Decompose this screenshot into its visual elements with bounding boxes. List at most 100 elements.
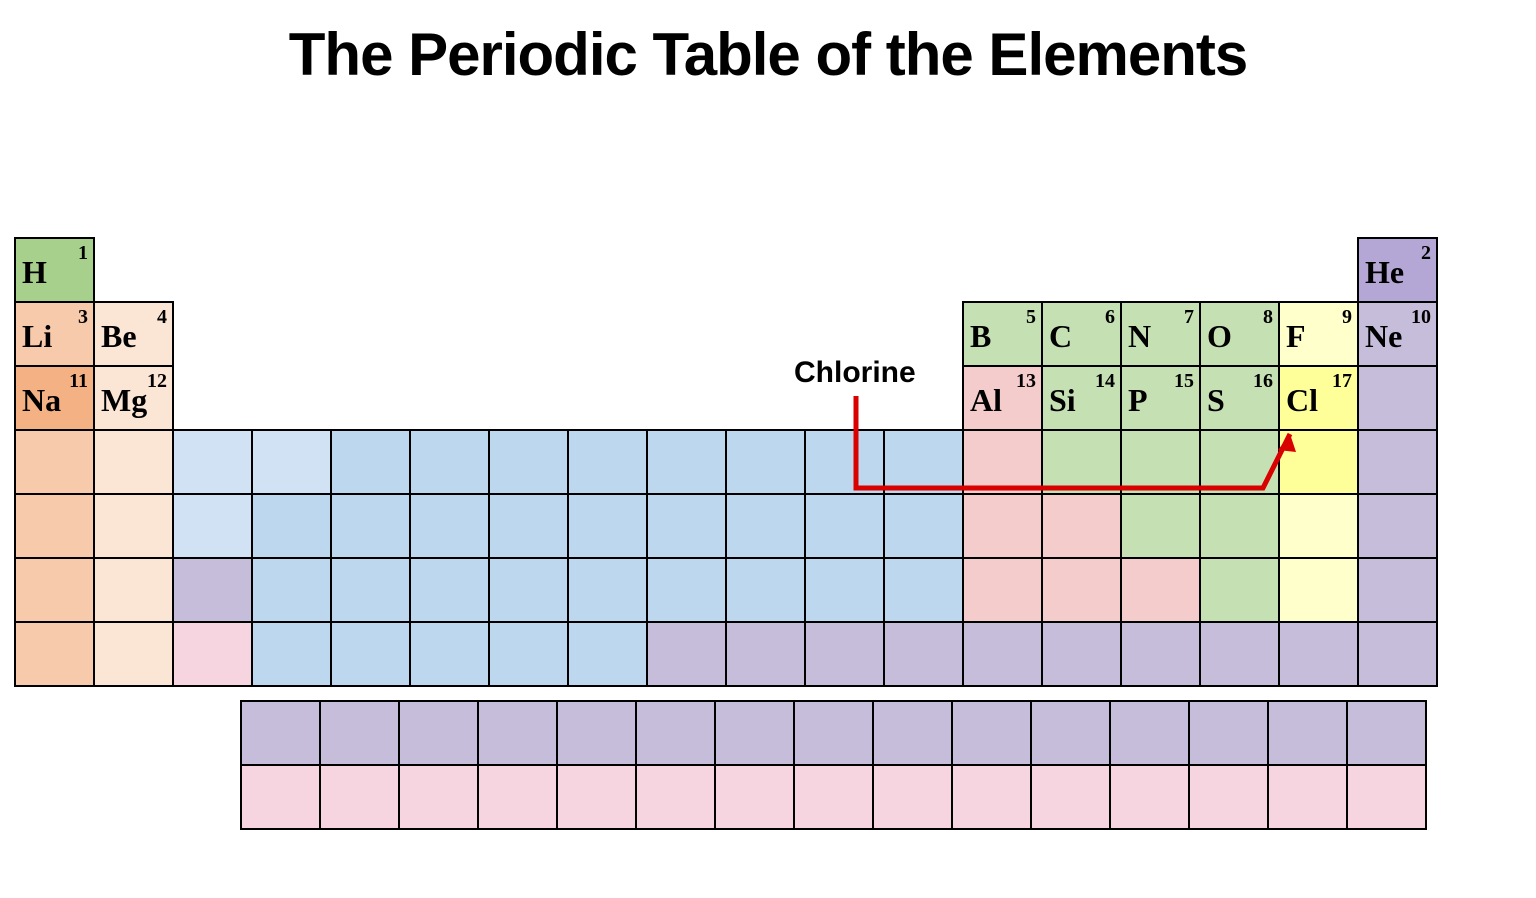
cell [172, 429, 253, 495]
element-He: He 2 [1357, 237, 1438, 303]
cell [251, 621, 332, 687]
cell [1278, 621, 1359, 687]
element-number: 3 [78, 306, 88, 329]
cell [1357, 557, 1438, 623]
cell [488, 493, 569, 559]
element-number: 14 [1095, 370, 1115, 393]
cell [398, 764, 479, 830]
cell [488, 429, 569, 495]
element-symbol: B [970, 318, 991, 355]
cell [962, 621, 1043, 687]
cell [93, 621, 174, 687]
element-symbol: He [1365, 254, 1404, 291]
cell [398, 700, 479, 766]
cell [1030, 764, 1111, 830]
cell [646, 621, 727, 687]
cell [646, 429, 727, 495]
cell [240, 764, 321, 830]
element-Si: Si14 [1041, 365, 1122, 431]
cell [793, 700, 874, 766]
element-number: 8 [1263, 306, 1273, 329]
cell [1357, 365, 1438, 431]
element-Mg: Mg12 [93, 365, 174, 431]
element-number: 9 [1342, 306, 1352, 329]
cell [319, 700, 400, 766]
cell [1267, 764, 1348, 830]
cell [1120, 621, 1201, 687]
cell [556, 764, 637, 830]
cell [872, 764, 953, 830]
cell [172, 493, 253, 559]
cell [1041, 621, 1122, 687]
cell [804, 557, 885, 623]
cell [1199, 557, 1280, 623]
cell [567, 557, 648, 623]
element-symbol: Li [22, 318, 52, 355]
cell [93, 557, 174, 623]
cell [1357, 493, 1438, 559]
cell [409, 557, 490, 623]
element-symbol: Mg [101, 382, 147, 419]
cell [1357, 621, 1438, 687]
cell [14, 493, 95, 559]
cell [477, 700, 558, 766]
element-B: B5 [962, 301, 1043, 367]
cell [330, 493, 411, 559]
cell [962, 557, 1043, 623]
element-Cl: Cl17 [1278, 365, 1359, 431]
element-number: 13 [1016, 370, 1036, 393]
element-N: N7 [1120, 301, 1201, 367]
cell [1346, 764, 1427, 830]
cell [319, 764, 400, 830]
cell [477, 764, 558, 830]
cell [556, 700, 637, 766]
cell [714, 764, 795, 830]
cell [1278, 429, 1359, 495]
cell [14, 429, 95, 495]
cell [646, 557, 727, 623]
cell [646, 493, 727, 559]
element-number: 2 [1421, 242, 1431, 265]
cell [93, 493, 174, 559]
cell [883, 557, 964, 623]
cell [1041, 493, 1122, 559]
cell [725, 557, 806, 623]
element-symbol: H [22, 254, 47, 291]
cell [488, 557, 569, 623]
cell [883, 493, 964, 559]
cell [251, 493, 332, 559]
cell [1120, 493, 1201, 559]
cell [951, 700, 1032, 766]
element-F: F9 [1278, 301, 1359, 367]
cell [804, 493, 885, 559]
cell [1199, 621, 1280, 687]
cell [240, 700, 321, 766]
cell [409, 429, 490, 495]
cell [804, 429, 885, 495]
element-Al: Al 13 [962, 365, 1043, 431]
element-number: 10 [1411, 306, 1431, 329]
element-Be: Be4 [93, 301, 174, 367]
cell [951, 764, 1032, 830]
callout-label: Chlorine [794, 356, 916, 390]
cell [1278, 493, 1359, 559]
cell [1267, 700, 1348, 766]
element-C: C6 [1041, 301, 1122, 367]
cell [883, 429, 964, 495]
element-number: 1 [78, 242, 88, 265]
element-symbol: Be [101, 318, 137, 355]
cell [172, 621, 253, 687]
cell [635, 700, 716, 766]
cell [1041, 557, 1122, 623]
cell [567, 429, 648, 495]
cell [14, 621, 95, 687]
cell [488, 621, 569, 687]
element-symbol: Al [970, 382, 1002, 419]
element-symbol: Cl [1286, 382, 1318, 419]
cell [1109, 700, 1190, 766]
cell [1278, 557, 1359, 623]
cell [1109, 764, 1190, 830]
cell [330, 557, 411, 623]
cell [14, 557, 95, 623]
element-number: 16 [1253, 370, 1273, 393]
